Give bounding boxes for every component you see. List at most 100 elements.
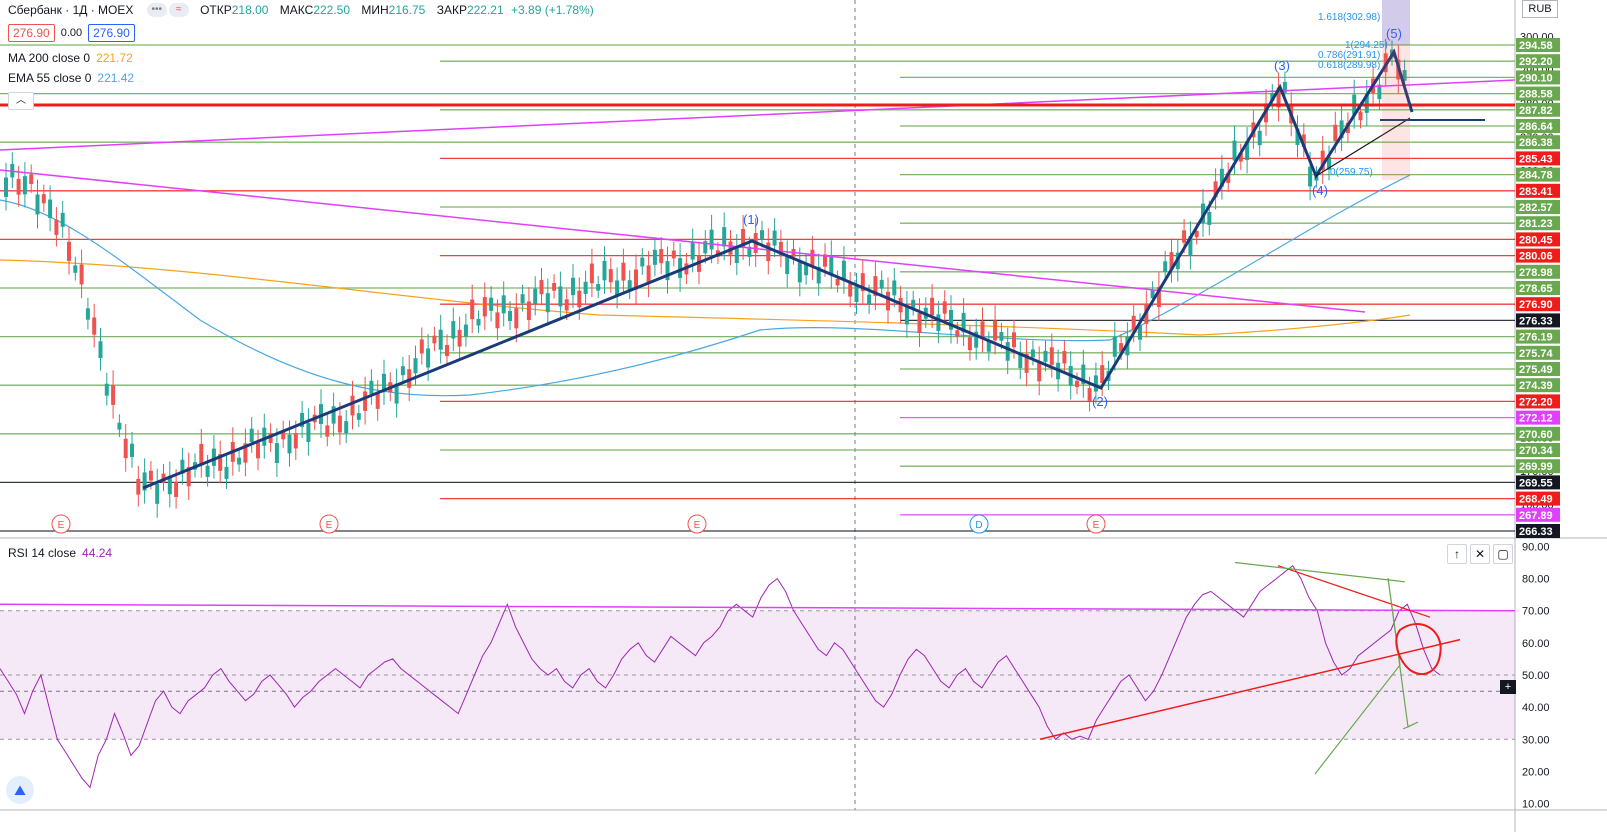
- rsi-band: [0, 610, 1515, 740]
- candle-body: [1093, 375, 1098, 392]
- crosshair-plus-icon[interactable]: +: [1500, 680, 1516, 694]
- candle-body: [451, 321, 456, 339]
- level-tag-label: 278.98: [1519, 267, 1553, 279]
- arrow-up-icon[interactable]: ↑: [1447, 544, 1467, 564]
- candle-body: [1018, 353, 1023, 368]
- ma-legend[interactable]: MA 200 close 0 221.72: [8, 50, 133, 65]
- currency-label[interactable]: RUB: [1522, 0, 1558, 18]
- candle-body: [1282, 81, 1287, 93]
- level-tag: [1516, 475, 1560, 490]
- rsi-legend[interactable]: RSI 14 close 44.24: [8, 546, 112, 560]
- collapse-legend-button[interactable]: ︿: [8, 92, 34, 110]
- candle-body: [835, 278, 840, 286]
- candle-body: [646, 265, 651, 284]
- low-label: МИН: [361, 2, 389, 17]
- buy-price[interactable]: 276.90: [88, 24, 135, 42]
- candle-body: [4, 177, 8, 197]
- wave-label: (2): [1092, 394, 1108, 409]
- candle-body: [382, 373, 386, 392]
- candle-body: [350, 395, 355, 416]
- candle-body: [886, 291, 890, 311]
- candle-body: [180, 459, 185, 474]
- rsi-tick-label: 80.00: [1522, 574, 1550, 586]
- candle-body: [596, 284, 601, 291]
- ma-value: 221.72: [96, 50, 133, 65]
- close-label: ЗАКР: [436, 2, 467, 17]
- candle-body: [1219, 168, 1224, 187]
- candle-body: [363, 391, 368, 411]
- level-tag: [1516, 200, 1560, 214]
- level-tag-label: 272.20: [1519, 396, 1553, 408]
- candle-body: [457, 329, 462, 347]
- rsi-tick-label: 60.00: [1522, 638, 1550, 650]
- event-marker: [1086, 514, 1106, 534]
- level-tag: [1516, 183, 1560, 198]
- candle-body: [558, 286, 563, 307]
- candle-body: [1339, 120, 1344, 139]
- level-tag-label: 269.55: [1519, 477, 1553, 489]
- ema-55-line: [0, 174, 1411, 397]
- level-tag: [1516, 281, 1560, 295]
- candle-body: [640, 257, 645, 267]
- candle-body: [1333, 124, 1338, 141]
- level-tag-label: 276.90: [1519, 299, 1553, 311]
- candle-body: [1402, 70, 1407, 81]
- candle-body: [1201, 203, 1205, 224]
- candle-body: [319, 404, 323, 425]
- level-tag-label: 269.99: [1519, 461, 1553, 473]
- rsi-line: [0, 561, 1516, 789]
- rsi-tick-label: 90.00: [1522, 541, 1550, 553]
- candle-body: [627, 280, 632, 291]
- wave-labels: (1) (2) (3) (4) (5): [743, 26, 1402, 409]
- level-tag-label: 275.49: [1519, 364, 1553, 376]
- symbol-title[interactable]: Сбербанк · 1Д · MOEX: [8, 2, 134, 17]
- maximize-icon[interactable]: ▢: [1493, 544, 1513, 564]
- close-icon[interactable]: ✕: [1470, 544, 1490, 564]
- wave-label: (5): [1386, 26, 1402, 41]
- rsi-value: 44.24: [82, 546, 113, 560]
- candle-body: [495, 312, 500, 329]
- candle-body: [508, 311, 512, 321]
- event-marker-label: E: [1093, 520, 1100, 531]
- symbol-legend: Сбербанк · 1Д · MOEX ••• ≈ ОТКР218.00 МА…: [8, 2, 594, 17]
- candle-body: [41, 194, 46, 204]
- candle-body: [615, 280, 620, 297]
- candle-body: [287, 434, 292, 454]
- level-tag-label: 266.33: [1519, 526, 1553, 538]
- menu-icon[interactable]: •••: [146, 2, 167, 17]
- candle-body: [419, 339, 424, 354]
- candle-body: [413, 358, 418, 374]
- rsi-tick-label: 40.00: [1522, 702, 1550, 714]
- candle-body: [426, 348, 431, 368]
- candle-body: [243, 443, 248, 463]
- candle-body: [734, 247, 739, 264]
- candle-body: [1276, 87, 1281, 108]
- candle-body: [545, 293, 550, 313]
- candle-body: [35, 194, 40, 215]
- level-tag: [1516, 102, 1560, 117]
- candle-body: [980, 321, 985, 340]
- candle-body: [1232, 140, 1237, 161]
- low-value: 216.75: [388, 2, 426, 17]
- approx-icon[interactable]: ≈: [168, 2, 189, 17]
- ema-legend[interactable]: EMA 55 close 0 221.42: [8, 70, 134, 85]
- level-tag-label: 280.45: [1519, 234, 1553, 246]
- candle-body: [375, 393, 380, 409]
- ema-value: 221.42: [97, 70, 135, 85]
- candle-body: [974, 331, 979, 348]
- candle-body: [690, 242, 695, 260]
- tradingview-logo-icon[interactable]: ⛰: [6, 776, 34, 804]
- candle-body: [571, 277, 575, 296]
- candle-body: [1163, 261, 1168, 273]
- candle-body: [1081, 364, 1086, 385]
- sell-price[interactable]: 276.90: [8, 24, 55, 42]
- level-tag: [1516, 135, 1560, 150]
- level-tag-label: 278.65: [1519, 283, 1553, 295]
- level-tag: [1516, 524, 1560, 538]
- candle-body: [1207, 211, 1212, 225]
- ma-200-line: [0, 259, 1411, 336]
- candle-body: [879, 279, 884, 289]
